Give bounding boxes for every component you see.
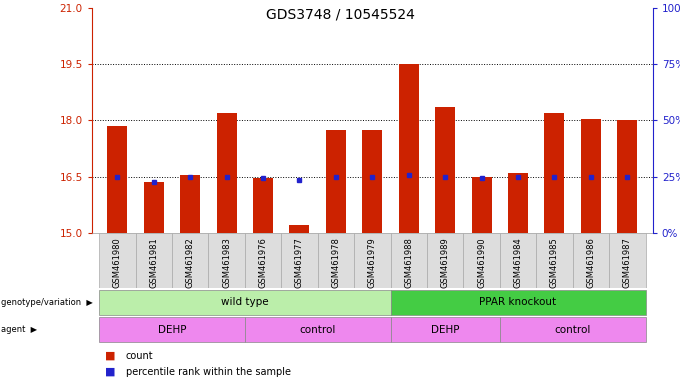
Bar xyxy=(354,233,390,288)
Bar xyxy=(500,318,645,342)
Text: GSM461980: GSM461980 xyxy=(113,237,122,288)
Bar xyxy=(463,233,500,288)
Bar xyxy=(99,233,135,288)
Bar xyxy=(253,179,273,233)
Text: percentile rank within the sample: percentile rank within the sample xyxy=(126,366,291,377)
Bar xyxy=(609,233,645,288)
Text: control: control xyxy=(299,325,336,335)
Text: GSM461976: GSM461976 xyxy=(258,237,267,288)
Text: PPAR knockout: PPAR knockout xyxy=(479,297,556,307)
Text: ■: ■ xyxy=(105,351,116,361)
Text: DEHP: DEHP xyxy=(158,325,186,335)
Bar xyxy=(282,233,318,288)
Text: GSM461986: GSM461986 xyxy=(586,237,596,288)
Text: count: count xyxy=(126,351,154,361)
Bar xyxy=(245,233,282,288)
Bar xyxy=(617,121,637,233)
Bar xyxy=(427,233,463,288)
Bar xyxy=(362,130,382,233)
Bar xyxy=(500,233,537,288)
Text: agent  ▶: agent ▶ xyxy=(1,325,37,334)
Bar xyxy=(99,318,245,342)
Bar xyxy=(208,233,245,288)
Bar xyxy=(390,318,500,342)
Text: control: control xyxy=(554,325,591,335)
Bar xyxy=(135,233,172,288)
Bar xyxy=(107,126,127,233)
Bar xyxy=(99,290,390,314)
Text: GSM461978: GSM461978 xyxy=(331,237,341,288)
Text: genotype/variation  ▶: genotype/variation ▶ xyxy=(1,298,93,307)
Bar xyxy=(573,233,609,288)
Bar xyxy=(143,182,164,233)
Bar xyxy=(398,64,419,233)
Text: GSM461977: GSM461977 xyxy=(295,237,304,288)
Text: GSM461983: GSM461983 xyxy=(222,237,231,288)
Text: GSM461982: GSM461982 xyxy=(186,237,194,288)
Bar xyxy=(390,290,645,314)
Text: GSM461989: GSM461989 xyxy=(441,237,449,288)
Bar xyxy=(326,130,346,233)
Text: ■: ■ xyxy=(105,366,116,377)
Bar xyxy=(537,233,573,288)
Bar xyxy=(581,119,601,233)
Text: DEHP: DEHP xyxy=(431,325,460,335)
Text: GSM461985: GSM461985 xyxy=(550,237,559,288)
Bar xyxy=(435,107,455,233)
Text: GSM461979: GSM461979 xyxy=(368,237,377,288)
Text: GSM461987: GSM461987 xyxy=(623,237,632,288)
Bar xyxy=(545,113,564,233)
Bar xyxy=(318,233,354,288)
Text: GSM461990: GSM461990 xyxy=(477,237,486,288)
Text: GDS3748 / 10545524: GDS3748 / 10545524 xyxy=(266,8,414,22)
Text: GSM461988: GSM461988 xyxy=(404,237,413,288)
Text: wild type: wild type xyxy=(221,297,269,307)
Bar xyxy=(172,233,208,288)
Bar xyxy=(471,177,492,233)
Bar xyxy=(245,318,390,342)
Bar xyxy=(508,173,528,233)
Bar xyxy=(390,233,427,288)
Text: GSM461981: GSM461981 xyxy=(149,237,158,288)
Bar xyxy=(180,175,200,233)
Bar xyxy=(216,113,237,233)
Bar xyxy=(290,225,309,233)
Text: GSM461984: GSM461984 xyxy=(513,237,522,288)
